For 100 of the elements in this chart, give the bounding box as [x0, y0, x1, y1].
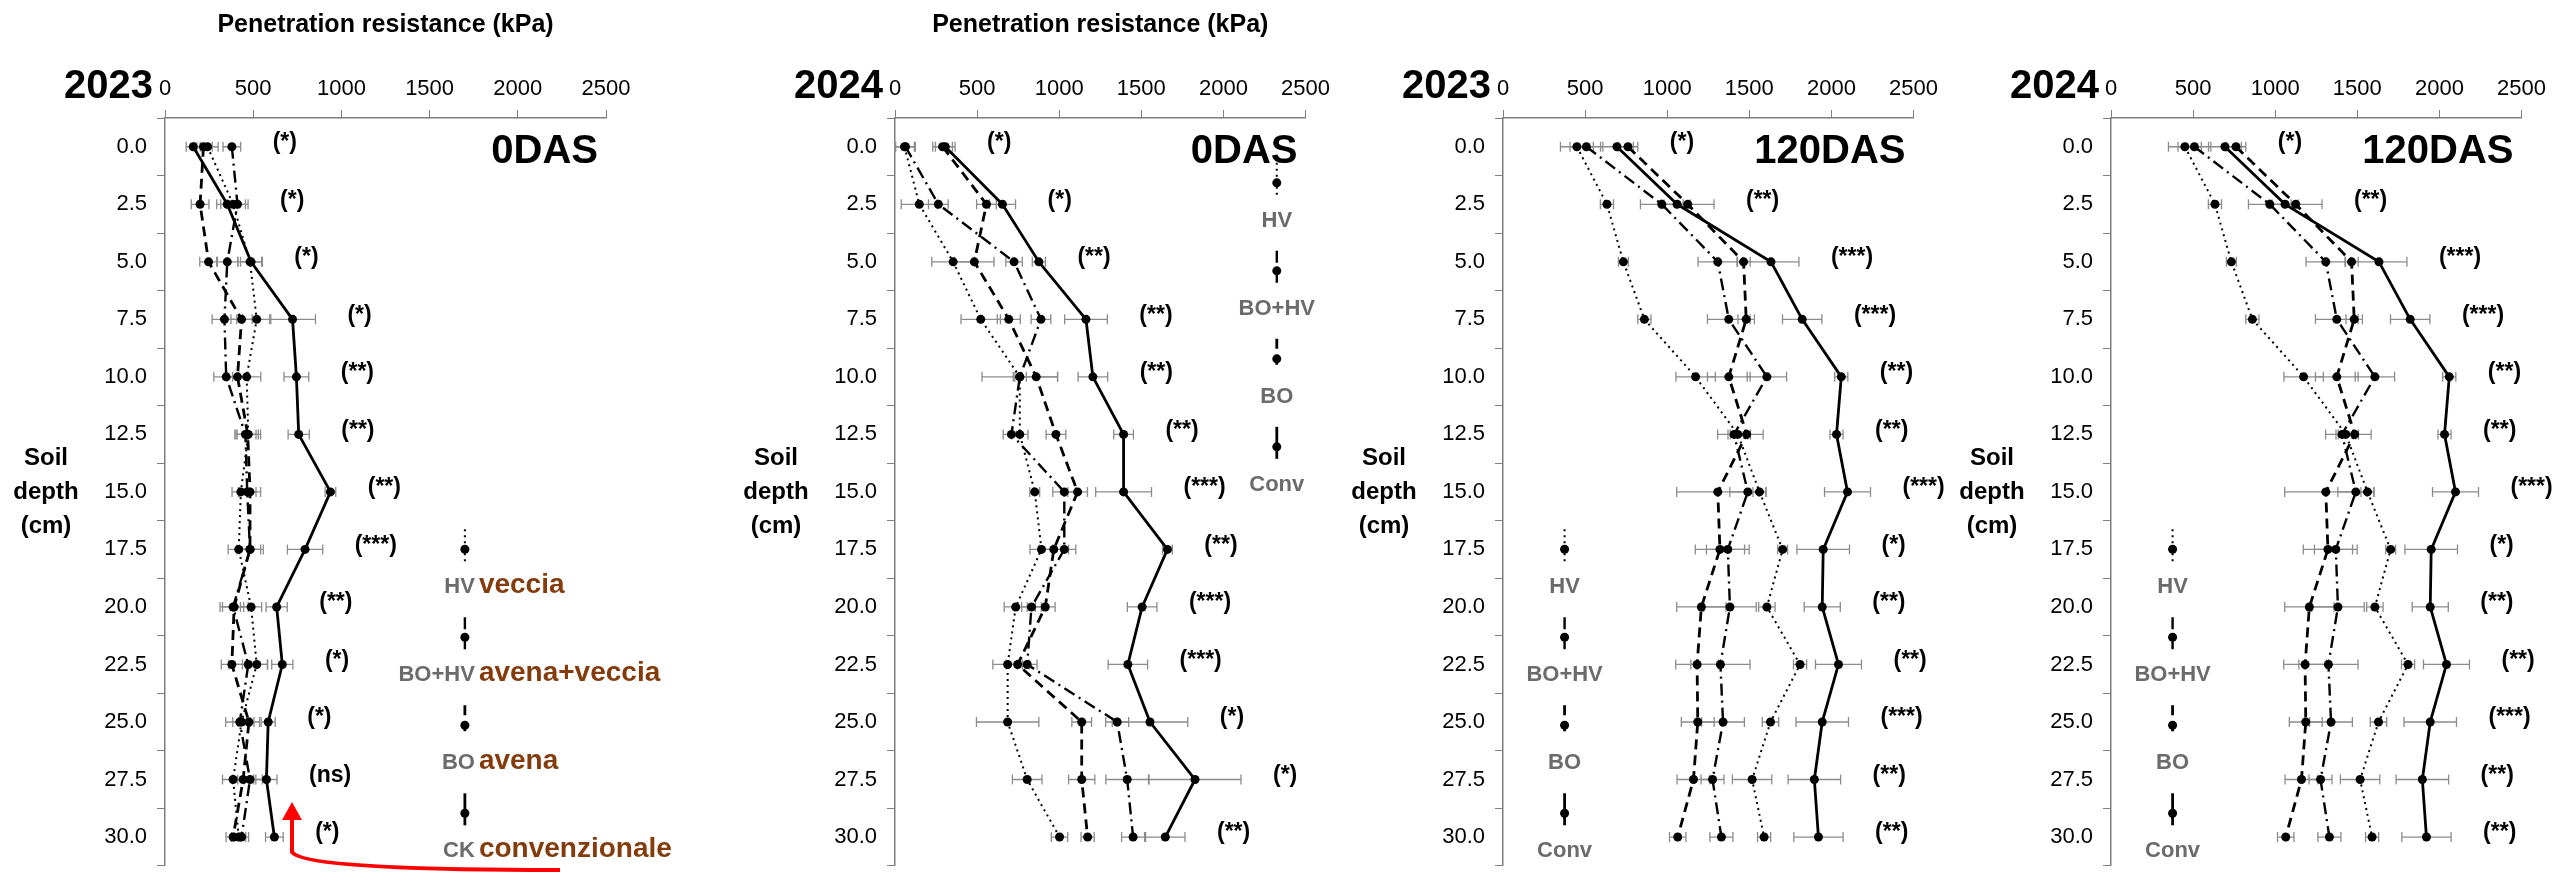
annotation: (***) [1880, 703, 1923, 730]
x-tick-label: 1000 [1034, 74, 1084, 100]
y-tick-label: 0.0 [1454, 132, 1485, 158]
x-tick-label: 2500 [581, 74, 631, 100]
y-tick-label: 2.5 [2062, 190, 2093, 216]
y-tick-label: 22.5 [834, 650, 877, 676]
annotation: (**) [1746, 185, 1780, 212]
y-axis-title: Soil depth (cm) [743, 442, 809, 538]
legend-label: Conv [1249, 470, 1306, 496]
x-tick-label: 1500 [405, 74, 455, 100]
annotation: (***) [1902, 473, 1945, 500]
annotation: (*) [1669, 128, 1695, 155]
annotation: (**) [1872, 588, 1906, 615]
annotation: (*) [987, 128, 1012, 155]
annotation: (**) [1139, 300, 1173, 327]
annotation: (*) [315, 818, 340, 845]
annotation: avena+veccia [478, 656, 661, 688]
annotation: (***) [1853, 300, 1897, 327]
y-axis-title: Soil depth (cm) [1351, 442, 1417, 538]
annotation: (**) [1216, 818, 1251, 845]
x-tick-label: 2500 [2497, 74, 2547, 100]
x-tick-label: 0 [2104, 74, 2118, 100]
y-tick-label: 0.0 [846, 132, 877, 158]
annotation: (**) [2483, 818, 2517, 845]
chart-title: 2023 [1402, 62, 1491, 106]
legend-label: CK [443, 837, 475, 863]
y-tick-label: 5.0 [2062, 247, 2093, 273]
y-tick-label: 17.5 [834, 535, 877, 561]
annotation: (**) [2487, 358, 2522, 385]
annotation: veccia [478, 568, 565, 600]
annotation: (**) [340, 358, 374, 385]
x-tick-label: 0 [158, 74, 172, 100]
annotation: (**) [2480, 588, 2514, 615]
annotation: (**) [2483, 415, 2517, 442]
legend-label: BO [1260, 382, 1294, 408]
x-tick-label: 2000 [2414, 74, 2464, 100]
y-tick-label: 12.5 [834, 420, 877, 446]
y-tick-label: 20.0 [104, 593, 147, 619]
annotation: (*) [2277, 128, 2303, 155]
x-tick-label: 1500 [1116, 74, 1166, 100]
annotation: (*) [272, 128, 297, 155]
chart-subtitle: 120DAS [2362, 126, 2514, 171]
legend-label: HV [2157, 573, 2189, 599]
y-tick-label: 25.0 [1442, 708, 1485, 734]
x-tick-label: 500 [958, 74, 996, 100]
annotation: (***) [1188, 588, 1232, 615]
y-tick-label: 20.0 [1442, 593, 1485, 619]
y-tick-label: 15.0 [104, 477, 147, 503]
annotation: (**) [1872, 760, 1906, 787]
y-tick-label: 22.5 [2050, 650, 2093, 676]
annotation: (***) [1183, 473, 1226, 500]
x-tick-label: 0 [1496, 74, 1510, 100]
y-tick-label: 27.5 [834, 765, 877, 791]
x-tick-label: 1000 [2250, 74, 2300, 100]
y-tick-label: 25.0 [834, 708, 877, 734]
y-tick-label: 30.0 [1442, 823, 1485, 849]
chart-subtitle: 0DAS [491, 126, 598, 171]
y-tick-label: 5.0 [846, 247, 877, 273]
legend-label: BO [441, 749, 475, 775]
annotation: (*) [1047, 185, 1072, 212]
annotation: (*) [307, 703, 332, 730]
y-tick-label: 7.5 [2062, 305, 2093, 331]
x-tick-label: 1000 [316, 74, 366, 100]
y-tick-label: 30.0 [834, 823, 877, 849]
annotation: (**) [2501, 645, 2535, 672]
annotation: avena [478, 744, 559, 776]
x-tick-label: 500 [1566, 74, 1604, 100]
chart-title: 2024 [794, 62, 884, 106]
annotation: (*) [1219, 703, 1245, 730]
annotation: (***) [2461, 300, 2505, 327]
x-tick-label: 2000 [493, 74, 543, 100]
annotation: (**) [2354, 185, 2388, 212]
x-tick-label: 1500 [2332, 74, 2382, 100]
annotation: (***) [354, 530, 397, 557]
x-tick-label: 2000 [1806, 74, 1856, 100]
y-axis-title: Soil depth (cm) [13, 442, 79, 538]
y-axis-title: Soil depth (cm) [1959, 442, 2025, 538]
legend-label: HV [1549, 573, 1581, 599]
y-tick-label: 17.5 [2050, 535, 2093, 561]
y-tick-label: 2.5 [846, 190, 877, 216]
y-tick-label: 27.5 [1442, 765, 1485, 791]
annotation: (**) [1139, 358, 1173, 385]
x-axis-title: Penetration resistance (kPa) [932, 9, 1269, 37]
y-tick-label: 5.0 [1454, 247, 1485, 273]
legend-label: BO+HV [398, 661, 476, 687]
annotation: (**) [1165, 415, 1199, 442]
y-tick-label: 25.0 [2050, 708, 2093, 734]
y-tick-label: 20.0 [2050, 593, 2093, 619]
annotation: (ns) [309, 760, 352, 787]
y-tick-label: 12.5 [104, 420, 147, 446]
x-tick-label: 1000 [1642, 74, 1692, 100]
annotation: (**) [319, 588, 353, 615]
annotation: (**) [2480, 760, 2514, 787]
legend-label: BO [1548, 749, 1582, 775]
chart-title: 2024 [2010, 62, 2100, 106]
y-tick-label: 10.0 [1442, 362, 1485, 388]
annotation: (*) [347, 300, 372, 327]
annotation: (*) [294, 243, 319, 270]
y-tick-label: 10.0 [834, 362, 877, 388]
y-tick-label: 10.0 [2050, 362, 2093, 388]
